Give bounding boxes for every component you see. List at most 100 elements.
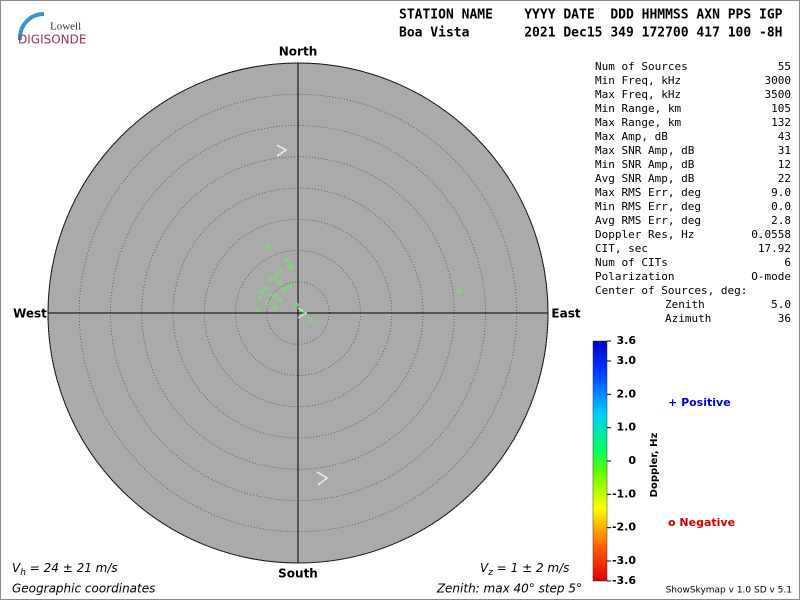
colorbar-tick-label: 3.6 xyxy=(617,334,637,347)
colorbar-tick-label: 3.0 xyxy=(617,354,637,367)
source-negative xyxy=(293,302,299,308)
legend-symbol: + xyxy=(668,396,677,409)
source-negative xyxy=(307,317,313,323)
colorbar-label: Doppler, Hz xyxy=(649,433,660,498)
coords-label: Geographic coordinates xyxy=(12,582,155,596)
v-symbol: V xyxy=(480,561,489,575)
source-positive xyxy=(284,257,290,263)
stat-label: Min RMS Err, deg xyxy=(595,200,701,213)
stat-value: 5.0 xyxy=(771,298,791,311)
colorbar-tick-label: 2.0 xyxy=(617,387,637,400)
stat-value: 2.8 xyxy=(771,214,791,227)
colorbar-tick-label: -3.6 xyxy=(612,574,636,587)
stat-value: 3500 xyxy=(765,88,792,101)
source-negative xyxy=(265,300,271,306)
stat-label: Min Range, km xyxy=(595,102,681,115)
colorbar-tick-label: 1.0 xyxy=(617,421,637,434)
source-negative xyxy=(277,280,283,286)
source-positive xyxy=(277,297,283,303)
stat-label: Azimuth xyxy=(665,312,711,325)
colorbar-tick-label: 0 xyxy=(628,454,636,467)
chevron xyxy=(297,307,308,319)
legend-text: Positive xyxy=(681,396,731,409)
source-positive xyxy=(257,295,263,301)
header-line: STATION NAME YYYY DATE DDD HHMMSS AXN PP… xyxy=(399,8,783,23)
v-sub: h xyxy=(20,568,26,578)
stat-label: Num of CITs xyxy=(595,256,668,269)
stat-label: Max Freq, kHz xyxy=(595,88,681,101)
stat-label: Zenith xyxy=(665,298,705,311)
vh-label: Vh = 24 ± 21 m/s xyxy=(12,561,118,578)
stat-value: 22 xyxy=(778,172,791,185)
source-positive xyxy=(278,269,284,275)
colorbar-tick-label: -3.0 xyxy=(612,554,636,567)
source-negative xyxy=(456,288,462,294)
stat-value: 132 xyxy=(771,116,791,129)
stat-value: 12 xyxy=(778,158,791,171)
v-sub: z xyxy=(487,568,493,578)
stat-value: 0.0 xyxy=(771,200,791,213)
stat-label: Max Range, km xyxy=(595,116,681,129)
chevron xyxy=(276,144,288,157)
legend-positive: + Positive xyxy=(668,396,731,409)
footer: ShowSkymap v 1.0 SD v 5.1 xyxy=(666,586,792,596)
legend-negative: o Negative xyxy=(668,516,735,529)
direction-label: West xyxy=(13,307,47,321)
stat-label: Max RMS Err, deg xyxy=(595,186,701,199)
source-positive xyxy=(263,285,269,291)
source-negative xyxy=(265,243,271,249)
source-negative xyxy=(282,287,288,293)
stat-value: 0.0558 xyxy=(751,228,791,241)
source-negative xyxy=(272,293,278,299)
logo-arc xyxy=(17,11,45,41)
stat-heading: Center of Sources, deg: xyxy=(595,284,747,297)
stat-value: 6 xyxy=(784,256,791,269)
direction-label: South xyxy=(278,567,318,581)
stat-value: 43 xyxy=(778,130,791,143)
stat-value: 105 xyxy=(771,102,791,115)
source-negative xyxy=(272,305,278,311)
stat-label: Num of Sources xyxy=(595,60,688,73)
source-positive xyxy=(255,307,261,313)
stat-value: 17.92 xyxy=(758,242,791,255)
colorbar-tick-label: -1.0 xyxy=(612,487,636,500)
stat-value: 9.0 xyxy=(771,186,791,199)
v-text: = 24 ± 21 m/s xyxy=(26,561,118,575)
stat-label: Avg RMS Err, deg xyxy=(595,214,701,227)
source-positive xyxy=(287,283,293,289)
stat-label: Min SNR Amp, dB xyxy=(595,158,695,171)
colorbar xyxy=(592,340,608,582)
direction-label: North xyxy=(279,45,317,59)
source-negative xyxy=(259,289,265,295)
v-symbol: V xyxy=(12,561,21,575)
source-positive xyxy=(267,292,273,298)
chevron xyxy=(316,471,329,486)
stat-label: Min Freq, kHz xyxy=(595,74,681,87)
stat-label: Polarization xyxy=(595,270,674,283)
legend-text: Negative xyxy=(679,516,735,529)
stat-label: Max SNR Amp, dB xyxy=(595,144,695,157)
vz-label: Vz = 1 ± 2 m/s xyxy=(480,561,569,578)
v-text: = 1 ± 2 m/s xyxy=(493,561,569,575)
stat-value: 3000 xyxy=(765,74,792,87)
colorbar-tick-label: -2.0 xyxy=(612,521,636,534)
stat-label: Avg SNR Amp, dB xyxy=(595,172,695,185)
zenith-note: Zenith: max 40° step 5° xyxy=(436,582,582,596)
direction-label: East xyxy=(551,307,580,321)
source-negative xyxy=(288,265,294,271)
stat-value: 55 xyxy=(778,60,791,73)
legend-symbol: o xyxy=(668,516,676,529)
stat-label: Max Amp, dB xyxy=(595,130,668,143)
header-line: Boa Vista 2021 Dec15 349 172700 417 100 … xyxy=(399,26,783,41)
source-positive xyxy=(300,309,306,315)
stat-value: O-mode xyxy=(751,270,791,283)
source-positive xyxy=(269,276,275,282)
stat-label: CIT, sec xyxy=(595,242,648,255)
logo-bottom: DIGISONDE xyxy=(18,33,86,47)
source-negative xyxy=(273,273,279,279)
source-negative xyxy=(287,263,293,268)
stat-label: Doppler Res, Hz xyxy=(595,228,694,241)
stat-value: 36 xyxy=(778,312,791,325)
logo-top: Lowell xyxy=(50,21,81,33)
